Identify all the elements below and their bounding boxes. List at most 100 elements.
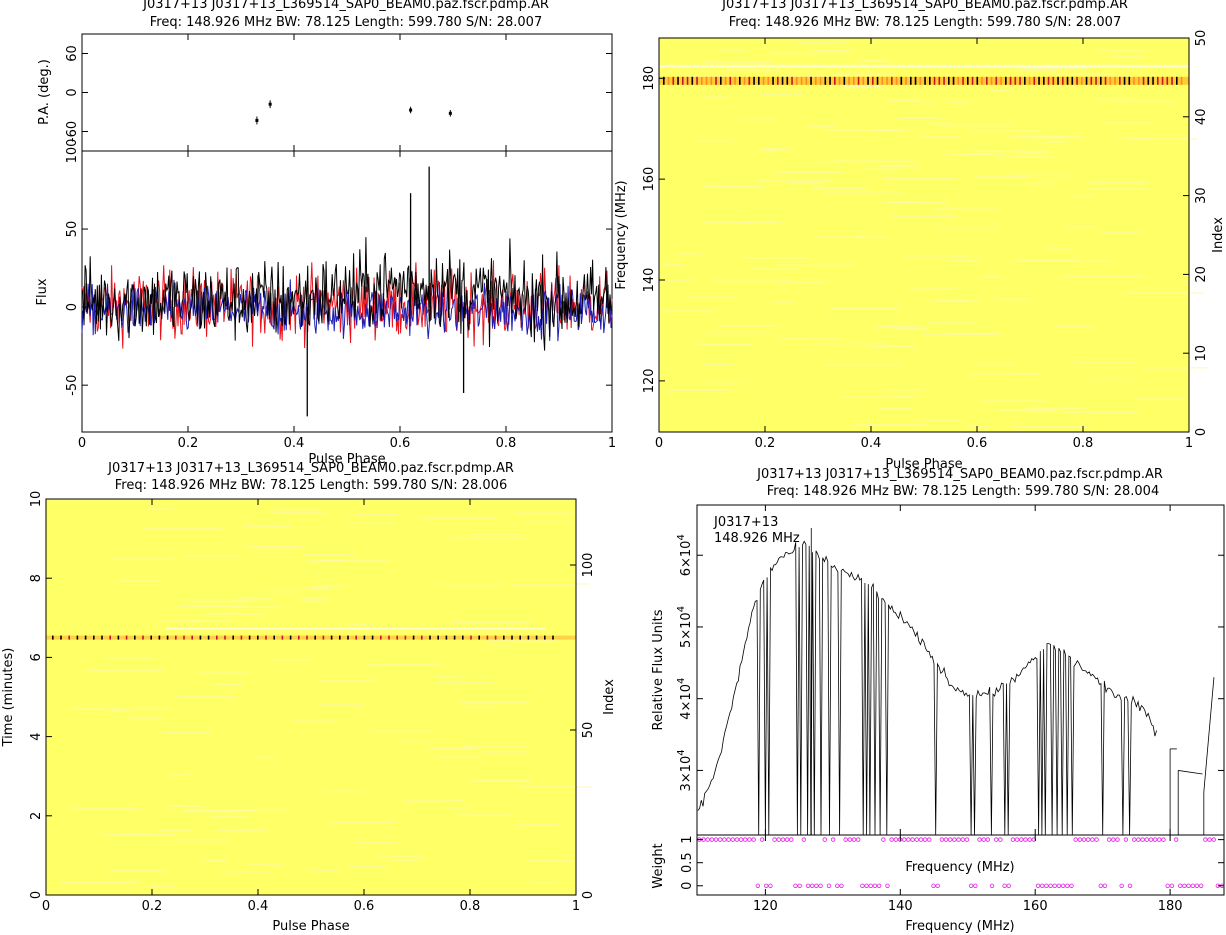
heatmap-streak xyxy=(684,75,730,77)
x-tick-label: 0.6 xyxy=(390,436,411,451)
heatmap-streak xyxy=(257,548,299,551)
heatmap-streak xyxy=(977,362,1019,365)
heatmap-streak xyxy=(705,332,772,335)
x-tick-label: 140 xyxy=(888,899,913,914)
bright-row-cell xyxy=(710,76,713,85)
weight-point xyxy=(1115,837,1120,842)
heatmap-streak xyxy=(368,730,437,733)
bright-row-cell xyxy=(232,635,234,640)
bright-row-cell xyxy=(1133,76,1135,85)
x-tick-label: 1 xyxy=(1185,436,1193,451)
heatmap-streak xyxy=(170,774,192,776)
bright-row-cell xyxy=(158,635,161,640)
x-tick-label: 0.2 xyxy=(142,899,163,914)
bright-row-cell xyxy=(900,76,903,85)
bright-row-cell xyxy=(881,76,884,85)
heatmap-streak xyxy=(1073,194,1096,197)
x-tick-label: 0.2 xyxy=(755,436,776,451)
weight-point xyxy=(1094,837,1099,842)
heatmap-streak xyxy=(346,522,393,525)
weight-point xyxy=(1010,837,1016,842)
weight-point xyxy=(1027,837,1032,842)
heatmap-streak xyxy=(309,869,338,872)
heatmap-streak xyxy=(796,41,847,44)
heatmap-streak xyxy=(72,708,125,710)
bright-row-cell xyxy=(404,635,407,640)
weight-point xyxy=(906,837,911,842)
heatmap-streak xyxy=(142,528,223,530)
heatmap-streak xyxy=(787,181,823,184)
weight-point xyxy=(755,883,761,888)
bright-row-cell xyxy=(330,635,333,640)
y-tick-label: 2 xyxy=(29,812,44,820)
heatmap-streak xyxy=(902,254,969,257)
weight-point xyxy=(876,883,882,888)
bright-row-cell xyxy=(748,76,751,85)
heatmap-streak xyxy=(854,236,890,239)
bright-row-cell xyxy=(891,76,893,85)
bright-row-cell xyxy=(1081,76,1083,85)
heatmap-streak xyxy=(471,779,532,782)
heatmap-streak xyxy=(1066,411,1138,414)
weight-point xyxy=(914,837,919,842)
weight-point xyxy=(989,883,995,888)
bandpass-panel: J0317+13 J0317+13_L369514_SAP0_BEAM0.paz… xyxy=(651,467,1225,934)
weight-point xyxy=(1144,837,1149,842)
heatmap-streak xyxy=(396,740,435,743)
heatmap-streak xyxy=(763,147,792,150)
heatmap-streak xyxy=(724,69,779,71)
heatmap-streak xyxy=(968,373,1038,375)
heatmap-streak xyxy=(220,871,269,873)
y-tick-label: 10 xyxy=(29,491,44,508)
y2-tick-label: 100 xyxy=(581,553,596,578)
bright-row-cell xyxy=(739,76,741,85)
y-tick-label: 4×104 xyxy=(676,678,694,720)
bright-row-cell xyxy=(933,76,936,85)
bright-row-cell xyxy=(962,76,964,85)
x-tick-label: 0 xyxy=(655,436,663,451)
time-phase-title: J0317+13 J0317+13_L369514_SAP0_BEAM0.paz… xyxy=(107,461,514,476)
heatmap-streak xyxy=(462,745,528,747)
heatmap-streak xyxy=(783,75,829,78)
heatmap-streak xyxy=(1089,181,1148,184)
heatmap-streak xyxy=(447,807,469,809)
heatmap-streak xyxy=(468,532,522,535)
heatmap-streak xyxy=(1089,378,1134,381)
weight-point xyxy=(1140,837,1145,842)
freq-phase-subtitle: Freq: 148.926 MHz BW: 78.125 Length: 599… xyxy=(729,15,1121,30)
bright-row-cell xyxy=(952,76,955,85)
heatmap-streak xyxy=(887,99,918,102)
heatmap-streak xyxy=(161,731,211,734)
bright-row-cell xyxy=(281,635,284,640)
heatmap-streak xyxy=(176,695,236,698)
bright-row-cell xyxy=(990,76,993,85)
weight-point xyxy=(772,837,777,842)
weight-point xyxy=(1182,883,1187,888)
heatmap-streak xyxy=(368,664,442,666)
bright-row-cell xyxy=(853,76,855,85)
x-tick-label: 0.8 xyxy=(1073,436,1094,451)
weight-point xyxy=(943,837,949,842)
bright-row-cell xyxy=(1114,76,1116,85)
weight-point xyxy=(1136,837,1141,842)
bright-row-cell xyxy=(1014,76,1017,85)
y-tick-label: 120 xyxy=(642,368,657,393)
heatmap-streak xyxy=(1025,407,1086,410)
heatmap-streak xyxy=(1114,100,1176,103)
weight-point xyxy=(1190,883,1195,888)
bright-row-cell xyxy=(781,76,784,85)
y-tick-label: 160 xyxy=(642,167,657,192)
heatmap-streak xyxy=(777,281,826,283)
heatmap-streak xyxy=(892,215,957,218)
weight-point xyxy=(1169,883,1175,888)
heatmap-streak xyxy=(488,644,515,647)
freq-phase-ylabel: Frequency (MHz) xyxy=(614,180,629,289)
y-tick-label: -50 xyxy=(65,375,80,396)
heatmap-streak xyxy=(812,187,866,190)
heatmap-streak xyxy=(354,842,397,844)
bright-row-cell xyxy=(1071,76,1074,85)
bright-row-cell xyxy=(924,76,926,85)
weight-point xyxy=(818,883,823,888)
weight-point xyxy=(1123,837,1129,842)
weight-point xyxy=(1207,837,1212,842)
